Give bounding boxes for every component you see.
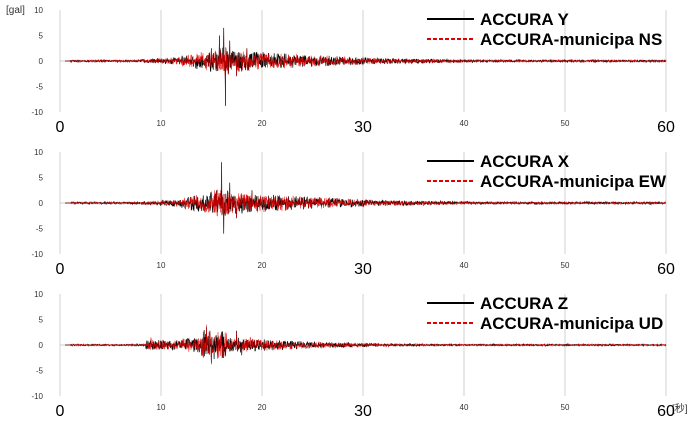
x-tick-label: 60 (657, 261, 675, 278)
y-tick-label: -5 (36, 367, 44, 376)
legend-entry: ACCURA-municipa NS (480, 30, 662, 49)
x-tick-label: 40 (460, 261, 469, 270)
y-tick-label: 10 (34, 148, 43, 157)
y-tick-label: 0 (39, 57, 44, 66)
y-tick-label: 5 (39, 316, 44, 325)
x-tick-label: 40 (460, 403, 469, 412)
legend-entry: ACCURA X (480, 152, 570, 171)
x-tick-label: 20 (258, 403, 267, 412)
y-tick-label: 5 (39, 174, 44, 183)
x-tick-label: 30 (354, 119, 372, 136)
x-tick-label: 20 (258, 119, 267, 128)
legend-entry: ACCURA Y (480, 10, 569, 29)
legend-entry: ACCURA-municipa EW (480, 172, 667, 191)
legend-entry: ACCURA-municipa UD (480, 314, 663, 333)
x-tick-label: 30 (354, 261, 372, 278)
x-tick-label: 40 (460, 119, 469, 128)
y-tick-label: 5 (39, 32, 44, 41)
y-tick-label: -10 (31, 108, 43, 117)
x-tick-label: 10 (157, 403, 166, 412)
y-tick-label: 10 (34, 290, 43, 299)
x-tick-label: 50 (561, 119, 570, 128)
x-tick-label: 60 (657, 403, 675, 420)
y-tick-label: -10 (31, 392, 43, 401)
x-tick-label: 10 (157, 119, 166, 128)
series-line-municipa (65, 163, 667, 233)
y-tick-label: 0 (39, 199, 44, 208)
x-tick-label: 50 (561, 403, 570, 412)
y-tick-label: -5 (36, 225, 44, 234)
x-unit-label: [秒] (672, 402, 688, 415)
y-tick-label: 0 (39, 341, 44, 350)
series-line-municipa (65, 29, 667, 105)
y-tick-label: -10 (31, 250, 43, 259)
y-tick-label: 10 (34, 6, 43, 15)
y-unit-label: [gal] (6, 5, 25, 16)
x-tick-label: 50 (561, 261, 570, 270)
series-line-municipa (65, 324, 667, 365)
legend-entry: ACCURA Z (480, 294, 568, 313)
x-tick-label: 20 (258, 261, 267, 270)
x-tick-label: 60 (657, 119, 675, 136)
x-tick-label: 30 (354, 403, 372, 420)
x-tick-label: 10 (157, 261, 166, 270)
x-tick-label: 0 (56, 403, 65, 420)
x-tick-label: 0 (56, 261, 65, 278)
y-tick-label: -5 (36, 83, 44, 92)
x-tick-label: 0 (56, 119, 65, 136)
